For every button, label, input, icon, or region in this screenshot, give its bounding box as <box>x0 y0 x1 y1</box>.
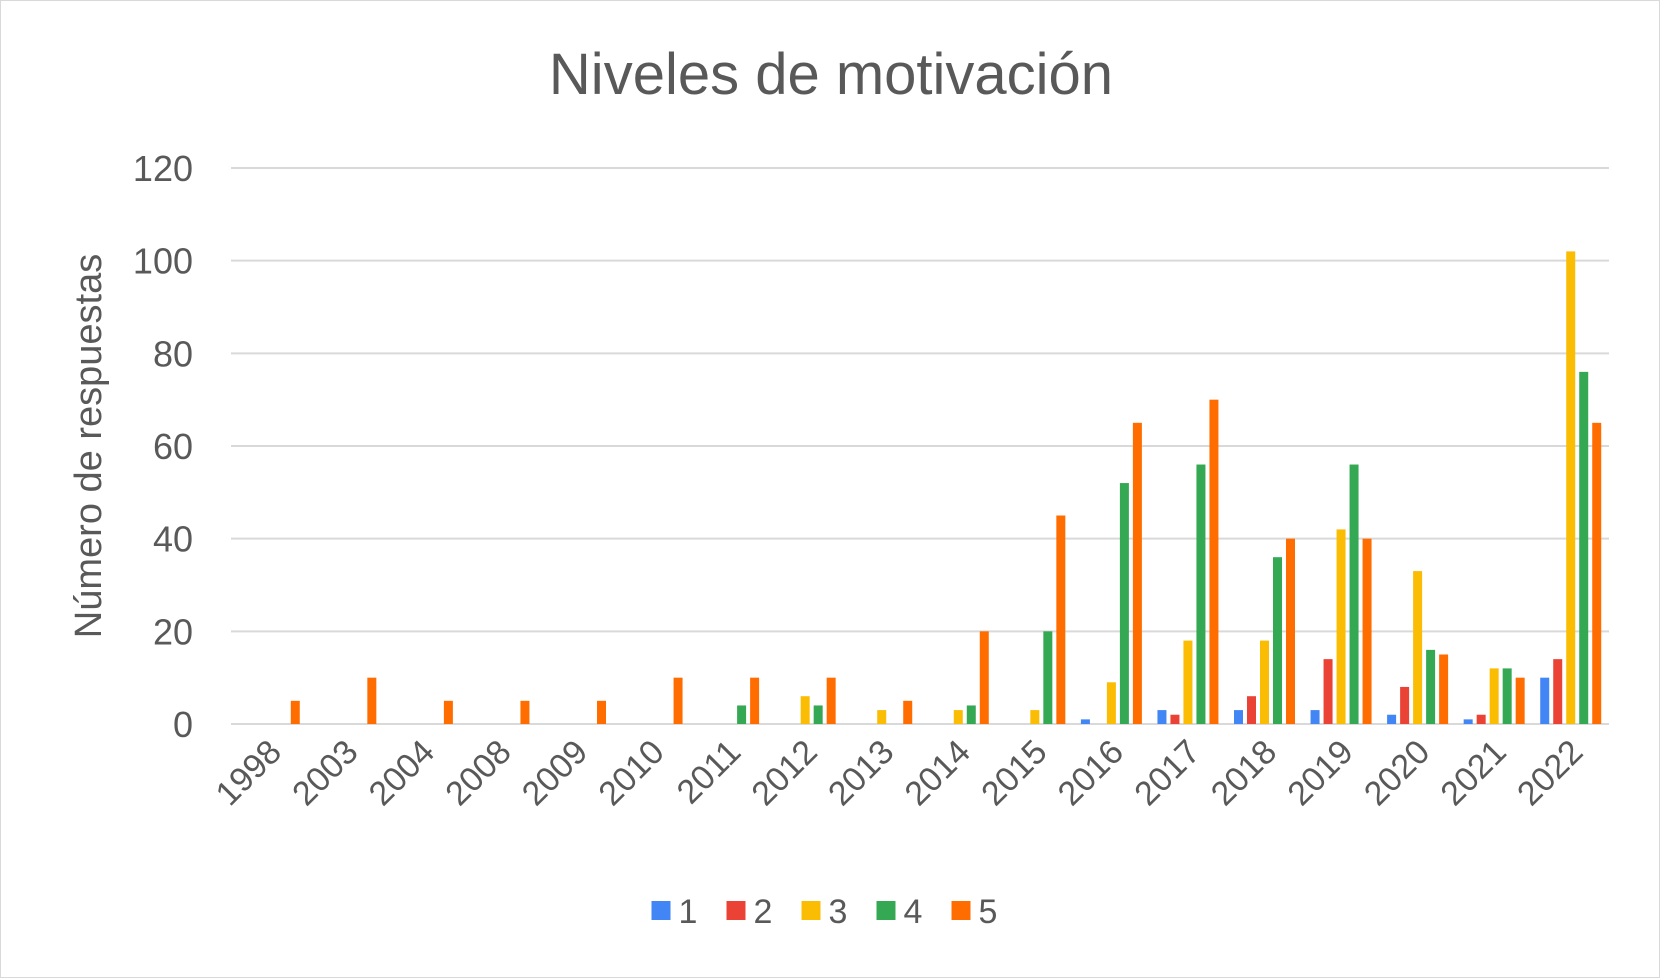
bar-2015-series-5 <box>1056 515 1066 724</box>
bar-2018-series-2 <box>1247 696 1256 724</box>
bar-2016-series-3 <box>1106 682 1116 724</box>
bar-2015-series-4 <box>1043 631 1053 724</box>
bar-2013-series-5 <box>903 700 913 724</box>
bar-2022-series-1 <box>1540 677 1550 724</box>
x-tick-label: 2021 <box>1433 733 1513 813</box>
bar-2009-series-5 <box>597 700 606 724</box>
y-tick-label: 80 <box>153 333 193 374</box>
legend-swatch-5 <box>951 901 971 920</box>
legend-label-3: 3 <box>829 893 848 931</box>
gridlines <box>231 167 1609 725</box>
bar-2020-series-1 <box>1387 714 1397 724</box>
bar-2019-series-1 <box>1310 710 1320 724</box>
legend-label-5: 5 <box>979 893 998 931</box>
bar-2022-series-4 <box>1579 371 1589 724</box>
bar-2012-series-3 <box>800 696 810 724</box>
bar-2022-series-2 <box>1553 659 1563 724</box>
bar-2021-series-1 <box>1463 719 1473 724</box>
x-tick-label: 2019 <box>1280 733 1360 813</box>
x-tick-label: 2022 <box>1510 733 1590 813</box>
chart-title: Niveles de motivación <box>549 42 1113 107</box>
bar-2008-series-5 <box>520 700 530 724</box>
legend: 1 2 3 4 5 <box>651 893 998 931</box>
bar-2019-series-4 <box>1349 464 1359 724</box>
bar-2012-series-4 <box>813 705 823 724</box>
y-axis-ticks: 0 20 40 60 80 100 120 <box>133 148 193 745</box>
x-tick-label: 2003 <box>285 733 365 813</box>
bar-2019-series-5 <box>1362 538 1372 724</box>
bar-2021-series-3 <box>1489 668 1499 724</box>
bar-2004-series-5 <box>443 700 453 724</box>
x-tick-label: 1998 <box>209 733 289 813</box>
legend-label-1: 1 <box>679 893 698 931</box>
bar-2018-series-1 <box>1234 710 1243 724</box>
legend-label-4: 4 <box>904 893 923 931</box>
bar-2021-series-4 <box>1502 668 1512 724</box>
bars <box>290 251 1602 724</box>
x-tick-label: 2012 <box>744 733 824 813</box>
bar-2021-series-5 <box>1515 677 1525 724</box>
bar-2018-series-4 <box>1273 557 1282 724</box>
bar-2014-series-5 <box>979 631 989 724</box>
bar-2017-series-2 <box>1170 714 1180 724</box>
x-tick-label: 2015 <box>974 733 1054 813</box>
bar-2019-series-3 <box>1336 529 1346 724</box>
bar-2022-series-3 <box>1566 251 1576 724</box>
bar-2018-series-5 <box>1286 538 1295 724</box>
bar-2012-series-5 <box>826 677 836 724</box>
bar-2014-series-4 <box>966 705 976 724</box>
bar-2020-series-5 <box>1439 654 1449 724</box>
y-tick-label: 100 <box>133 241 193 282</box>
x-tick-label: 2008 <box>438 733 518 813</box>
bar-2017-series-5 <box>1209 399 1219 724</box>
y-tick-label: 60 <box>153 426 193 467</box>
bar-2017-series-1 <box>1157 710 1167 724</box>
x-tick-label: 2004 <box>362 733 442 813</box>
bar-2020-series-2 <box>1400 686 1410 724</box>
bar-2003-series-5 <box>367 677 377 724</box>
bar-2011-series-4 <box>737 705 747 724</box>
legend-swatch-1 <box>651 901 671 920</box>
y-tick-label: 20 <box>153 611 193 652</box>
y-tick-label: 0 <box>173 704 193 745</box>
y-tick-label: 120 <box>133 148 193 189</box>
legend-swatch-4 <box>876 901 896 920</box>
bar-2022-series-5 <box>1592 422 1602 724</box>
legend-swatch-3 <box>801 901 821 920</box>
bar-2011-series-5 <box>750 677 760 724</box>
x-tick-label: 2010 <box>591 733 671 813</box>
bar-2014-series-3 <box>953 710 963 724</box>
bar-2019-series-2 <box>1323 659 1333 724</box>
x-axis-ticks: 1998200320042008200920102011201220132014… <box>209 733 1591 813</box>
x-tick-label: 2020 <box>1357 733 1437 813</box>
bar-2016-series-4 <box>1119 483 1129 724</box>
bar-2017-series-3 <box>1183 640 1193 724</box>
x-tick-label: 2017 <box>1127 733 1207 813</box>
bar-1998-series-5 <box>290 700 300 724</box>
x-tick-label: 2014 <box>898 733 978 813</box>
legend-label-2: 2 <box>754 893 773 931</box>
x-tick-label: 2011 <box>670 733 749 812</box>
bar-2018-series-3 <box>1260 640 1269 724</box>
bar-2010-series-5 <box>673 677 683 724</box>
x-tick-label: 2018 <box>1204 733 1284 813</box>
x-tick-label: 2009 <box>515 733 595 813</box>
bar-2020-series-3 <box>1413 571 1423 724</box>
bar-2017-series-4 <box>1196 464 1206 724</box>
bar-2020-series-4 <box>1426 649 1436 724</box>
bar-2015-series-3 <box>1030 710 1040 724</box>
bar-2021-series-2 <box>1476 714 1486 724</box>
bar-2016-series-5 <box>1132 422 1142 724</box>
x-tick-label: 2013 <box>821 733 901 813</box>
y-axis-label: Número de respuestas <box>68 254 110 638</box>
bar-2016-series-1 <box>1080 719 1090 724</box>
bar-2013-series-3 <box>877 710 887 724</box>
y-tick-label: 40 <box>153 519 193 560</box>
legend-swatch-2 <box>726 901 746 920</box>
x-tick-label: 2016 <box>1051 733 1131 813</box>
